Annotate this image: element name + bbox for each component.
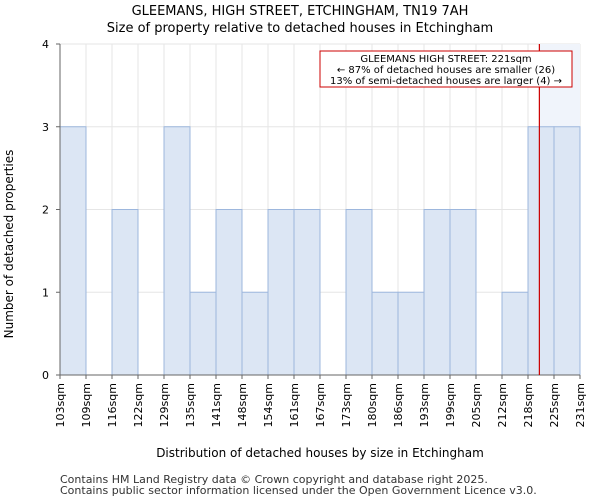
bar — [527, 126, 555, 376]
bar — [267, 209, 295, 376]
bar — [397, 291, 425, 376]
bar — [189, 291, 217, 376]
y-tick-label: 3 — [42, 121, 49, 134]
x-tick-label: 167sqm — [314, 383, 327, 427]
x-tick-labels: 103sqm 109sqm 116sqm 122sqm 129sqm 135sqm 141s… — [54, 375, 587, 427]
bar — [553, 126, 581, 376]
x-tick-label: 129sqm — [158, 383, 171, 427]
y-tick-labels: 0 1 2 3 4 — [42, 38, 60, 382]
y-tick-label: 4 — [42, 38, 49, 51]
bars — [59, 126, 581, 376]
x-tick-label: 161sqm — [288, 383, 301, 427]
x-tick-label: 154sqm — [262, 383, 275, 427]
bar — [371, 291, 399, 376]
x-tick-label: 193sqm — [418, 383, 431, 427]
x-tick-label: 205sqm — [470, 383, 483, 427]
footer-line-2: Contains public sector information licen… — [60, 484, 537, 497]
x-tick-label: 186sqm — [392, 383, 405, 427]
bar — [59, 126, 87, 376]
x-tick-label: 148sqm — [236, 383, 249, 427]
x-tick-label: 180sqm — [366, 383, 379, 427]
chart-subtitle: Size of property relative to detached ho… — [107, 21, 493, 36]
y-tick-label: 1 — [42, 286, 49, 299]
bar — [501, 291, 529, 376]
bar — [449, 209, 477, 376]
x-tick-label: 122sqm — [132, 383, 145, 427]
bar — [423, 209, 451, 376]
footer-line-1: Contains HM Land Registry data © Crown c… — [60, 473, 488, 486]
bar — [293, 209, 321, 376]
x-axis-label: Distribution of detached houses by size … — [156, 446, 484, 460]
x-tick-label: 116sqm — [106, 383, 119, 427]
x-tick-label: 141sqm — [210, 383, 223, 427]
annotation-box: GLEEMANS HIGH STREET: 221sqm ← 87% of de… — [319, 50, 573, 88]
y-axis-label: Number of detached properties — [2, 150, 16, 339]
bar — [163, 126, 191, 376]
annotation-line: GLEEMANS HIGH STREET: 221sqm — [360, 54, 531, 65]
annotation-line: 13% of semi-detached houses are larger (… — [330, 76, 562, 87]
x-tick-label: 218sqm — [522, 383, 535, 427]
annotation-line: ← 87% of detached houses are smaller (26… — [337, 65, 555, 76]
x-tick-label: 199sqm — [444, 383, 457, 427]
x-tick-label: 212sqm — [496, 383, 509, 427]
y-tick-label: 0 — [42, 369, 49, 382]
x-tick-label: 135sqm — [184, 383, 197, 427]
x-tick-label: 231sqm — [574, 383, 587, 427]
chart-title: GLEEMANS, HIGH STREET, ETCHINGHAM, TN19 … — [132, 4, 469, 19]
x-tick-label: 173sqm — [340, 383, 353, 427]
bar — [215, 209, 243, 376]
bar — [241, 291, 269, 376]
x-tick-label: 103sqm — [54, 383, 67, 427]
y-tick-label: 2 — [42, 204, 49, 217]
bar — [345, 209, 373, 376]
x-tick-label: 225sqm — [548, 383, 561, 427]
bar — [111, 209, 139, 376]
x-tick-label: 109sqm — [80, 383, 93, 427]
